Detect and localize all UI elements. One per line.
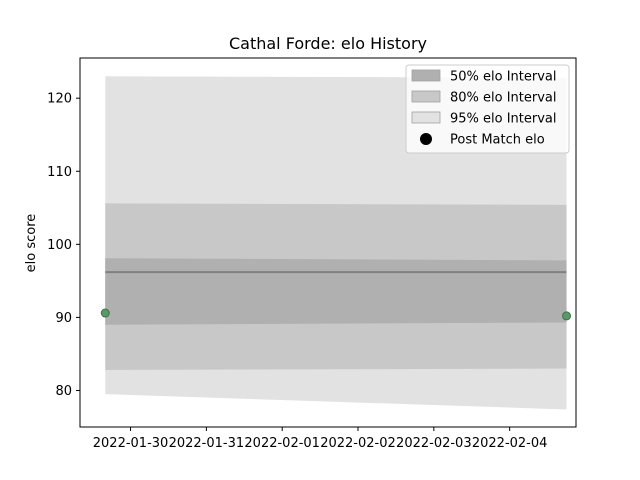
chart-title: Cathal Forde: elo History	[229, 34, 427, 53]
legend-label: 80% elo Interval	[450, 91, 557, 106]
y-tick-label: 120	[47, 92, 72, 107]
legend-label: 50% elo Interval	[450, 70, 557, 85]
legend-label: 95% elo Interval	[450, 112, 557, 127]
legend-marker	[420, 133, 432, 145]
x-tick-label: 2022-01-31	[169, 436, 245, 451]
y-tick-label: 110	[47, 165, 72, 180]
y-axis-title: elo score	[24, 214, 39, 273]
axes-frame	[79, 57, 577, 428]
y-tick-label: 100	[47, 238, 72, 253]
band-50-elo-interval	[105, 258, 567, 325]
post-match-elo-point	[562, 311, 572, 321]
legend: 50% elo Interval 80% elo Interval 95% elo …	[405, 64, 570, 154]
x-tick-label: 2022-02-01	[244, 436, 320, 451]
x-tick-label: 2022-02-02	[320, 436, 396, 451]
x-tick-label: 2022-02-03	[396, 436, 472, 451]
post-match-elo-point	[100, 308, 110, 318]
legend-swatch	[411, 111, 441, 124]
legend-swatch	[411, 69, 441, 82]
legend-box	[405, 64, 570, 154]
y-tick-label: 90	[55, 311, 72, 326]
plot-area	[100, 76, 572, 410]
x-tick-label: 2022-02-04	[472, 436, 548, 451]
y-tick-label: 80	[55, 384, 72, 399]
x-tick-label: 2022-01-30	[93, 436, 169, 451]
legend-label: Post Match elo	[450, 133, 545, 148]
legend-swatch	[411, 90, 441, 103]
